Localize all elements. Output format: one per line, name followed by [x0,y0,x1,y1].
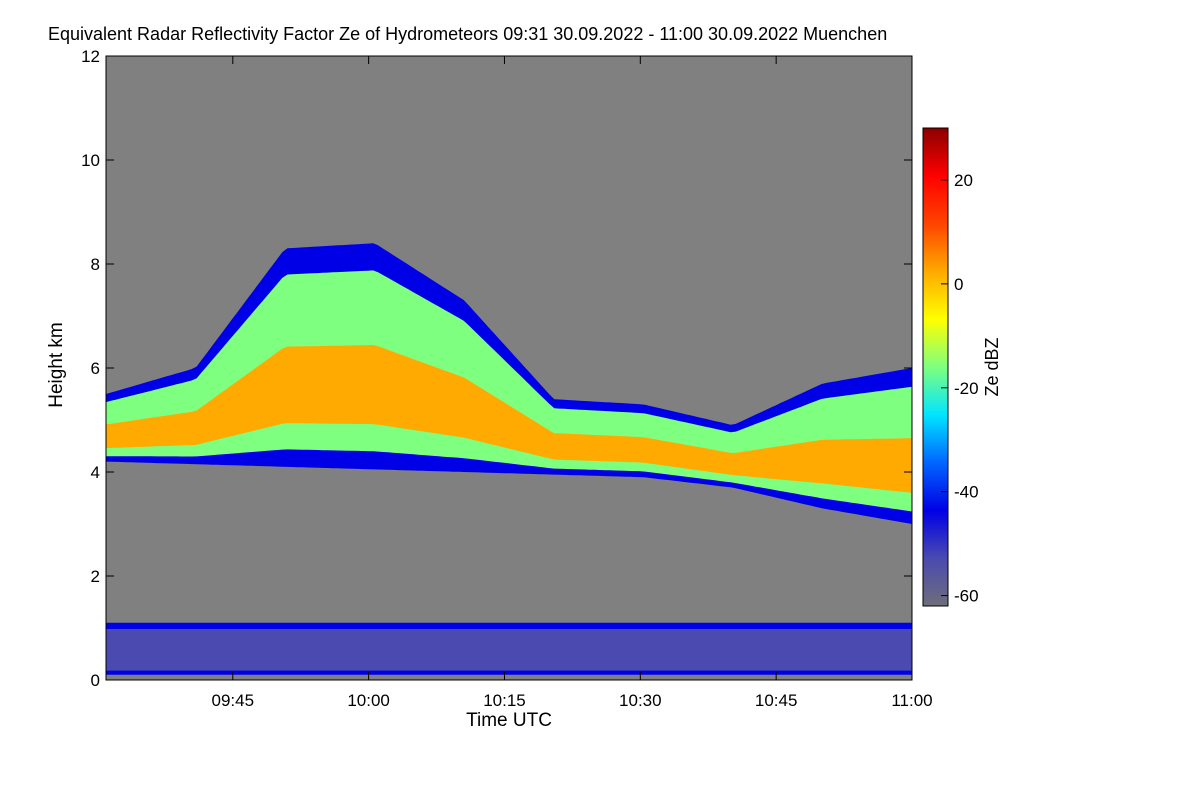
y-tick-label: 6 [91,359,100,378]
y-tick-label: 2 [91,567,100,586]
cloud-core [106,345,912,493]
chart-title: Equivalent Radar Reflectivity Factor Ze … [48,24,887,44]
x-axis-label: Time UTC [466,710,552,731]
x-tick-label: 10:00 [347,691,390,710]
x-tick-label: 11:00 [891,691,932,710]
y-tick-label: 0 [91,671,100,690]
y-tick-label: 10 [81,151,100,170]
y-tick-label: 4 [91,463,100,482]
colorbar-tick-label: -20 [954,379,979,398]
colorbar-tick-label: 20 [954,171,973,190]
y-tick-label: 8 [91,255,100,274]
plot-area: 09:45 10:00 10:15 10:30 10:45 11:00 0 2 4 6 8 10 12 [81,47,933,710]
cloud-body [106,629,912,671]
colorbar-label: Ze dBZ [982,337,1002,396]
x-tick-label: 10:30 [619,691,662,710]
colorbar: -60 -40 -20 0 20 Ze dBZ [922,127,1002,607]
colorbar-tick-label: -60 [954,587,979,606]
y-axis-label: Height km [46,322,67,408]
colorbar-scale [922,127,949,607]
colorbar-tick-label: -40 [954,483,979,502]
y-tick-label: 12 [81,47,100,66]
x-tick-label: 09:45 [212,691,255,710]
x-tick-label: 10:15 [483,691,526,710]
colorbar-tick-label: 0 [954,275,963,294]
x-tick-label: 10:45 [755,691,798,710]
